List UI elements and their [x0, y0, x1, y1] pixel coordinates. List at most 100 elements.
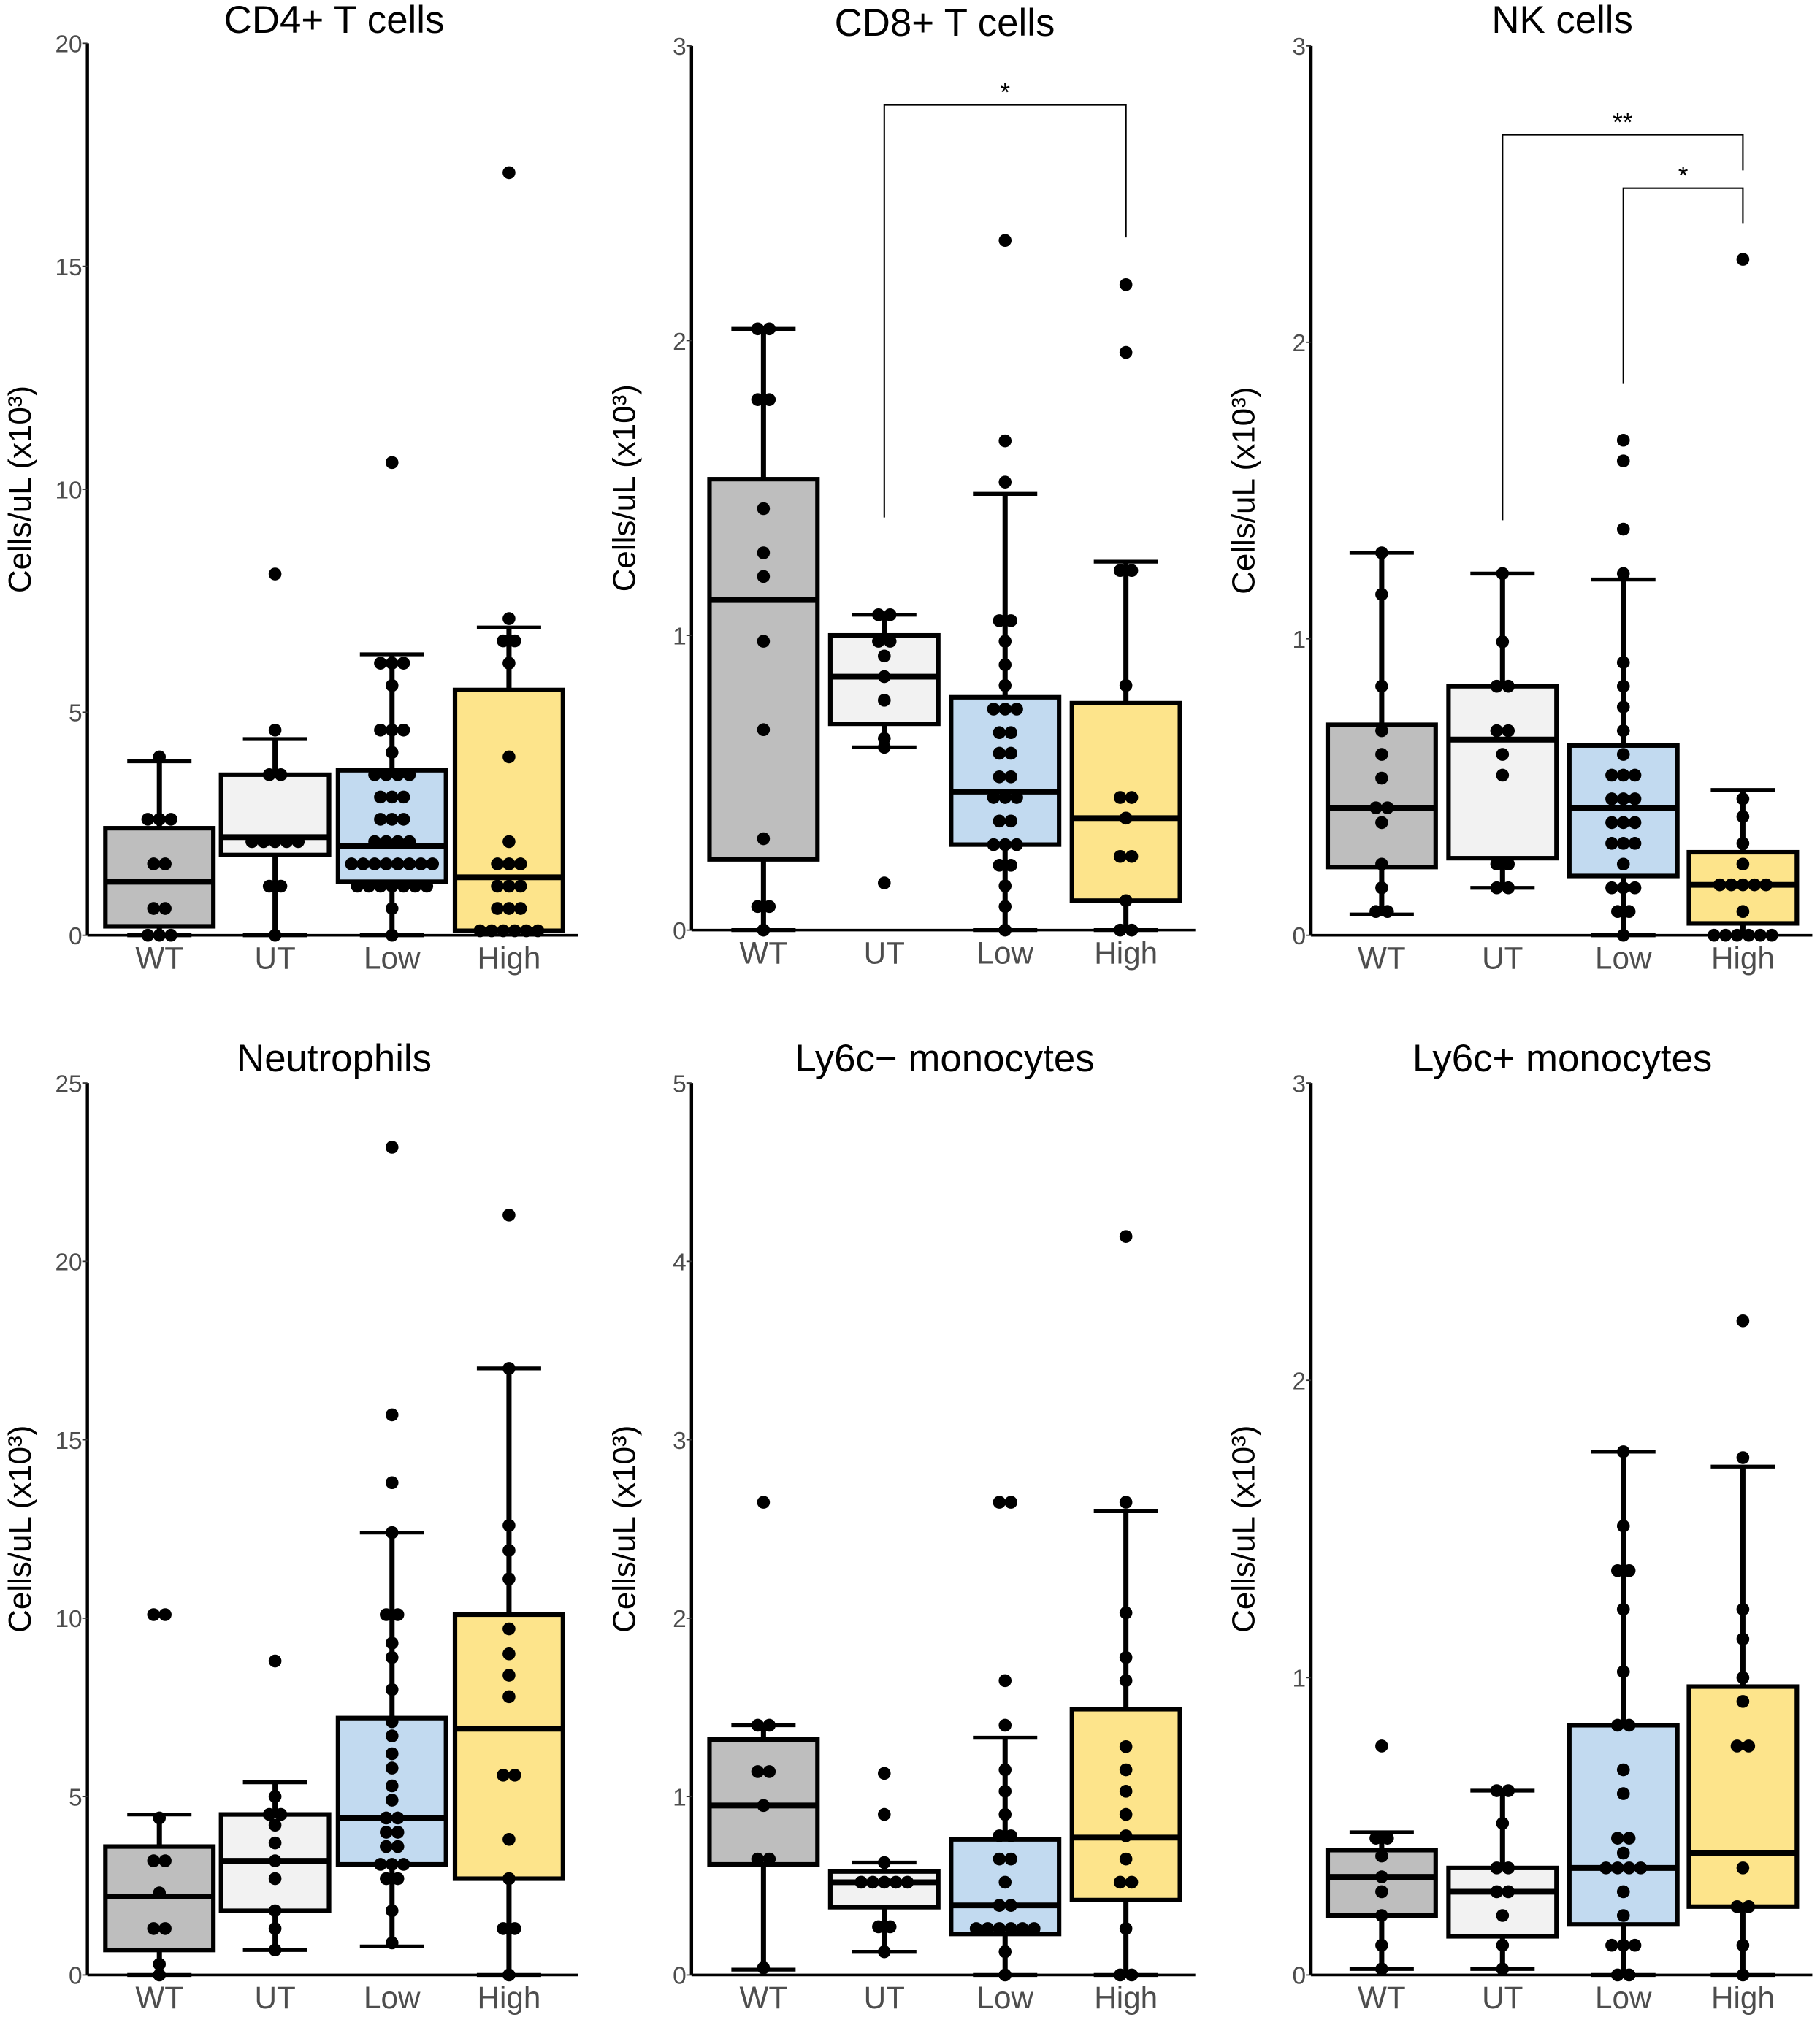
data-point: [1119, 1922, 1133, 1935]
data-point: [1375, 679, 1388, 693]
data-point: [883, 608, 897, 621]
data-point: [1375, 546, 1388, 559]
data-point: [757, 546, 771, 559]
data-point: [497, 924, 510, 938]
y-tick-label: 3: [1292, 34, 1306, 61]
data-point: [1502, 679, 1515, 693]
data-point: [1010, 703, 1023, 716]
y-tick-label: 15: [55, 1428, 82, 1455]
data-point: [502, 657, 516, 670]
box-UT: [1446, 567, 1559, 895]
data-point: [164, 813, 177, 826]
data-point: [993, 1922, 1006, 1935]
data-point: [356, 857, 370, 870]
data-point: [1611, 1718, 1624, 1732]
data-point: [385, 746, 399, 759]
data-point: [391, 1608, 405, 1621]
data-point: [1496, 768, 1510, 782]
box-High: [1069, 278, 1182, 937]
data-point: [1611, 1861, 1624, 1875]
data-point: [1496, 1962, 1510, 1976]
data-point: [878, 1767, 891, 1780]
significance-bracket: [1622, 187, 1744, 384]
data-point: [1616, 1909, 1630, 1922]
data-point: [158, 1854, 172, 1867]
data-point: [1622, 1564, 1636, 1577]
data-point: [397, 879, 410, 893]
data-point: [380, 835, 393, 849]
data-point: [397, 657, 410, 670]
data-point: [374, 813, 387, 826]
box-High: [452, 1209, 565, 1982]
data-point: [368, 857, 381, 870]
data-point: [1490, 724, 1504, 738]
data-point: [280, 835, 294, 849]
data-point: [402, 857, 416, 870]
data-point: [1611, 1968, 1624, 1982]
data-point: [1616, 1445, 1630, 1458]
y-tick-label: 2: [1292, 1369, 1306, 1396]
y-axis-label: Cells/uL (x10³): [2, 1425, 38, 1633]
data-point: [998, 635, 1012, 648]
data-point: [502, 1872, 516, 1886]
data-point: [1496, 1909, 1510, 1922]
panel-3: Neutrophils Cells/uL (x10³) 0 5 10 15 20 25 WT UT…: [2, 1037, 578, 2015]
data-point: [502, 1572, 516, 1585]
data-point: [268, 1790, 282, 1803]
data-point: [473, 924, 487, 938]
data-point: [998, 923, 1012, 937]
data-point: [153, 1957, 167, 1971]
data-point: [1004, 1899, 1017, 1912]
data-point: [1622, 1861, 1636, 1875]
data-point: [993, 814, 1006, 828]
data-point: [1125, 849, 1139, 863]
x-tick-label: WT: [1358, 1980, 1406, 2015]
box-iqr: [1446, 1865, 1559, 1939]
data-point: [751, 1718, 765, 1732]
x-tick-label: WT: [135, 1980, 183, 2015]
data-point: [1119, 1829, 1133, 1842]
data-point: [1113, 849, 1127, 863]
box-High: [1069, 1230, 1182, 1982]
data-point: [397, 790, 410, 804]
x-tick-label: Low: [977, 1980, 1034, 2015]
data-point: [1730, 1739, 1744, 1753]
data-point: [872, 635, 885, 648]
data-point: [502, 612, 516, 625]
data-point: [1736, 1938, 1750, 1952]
data-point: [1611, 905, 1624, 919]
y-tick-label: 3: [673, 1428, 687, 1455]
data-point: [385, 1141, 399, 1154]
data-point: [1375, 724, 1388, 738]
data-point: [854, 1875, 868, 1889]
data-point: [262, 879, 276, 893]
x-tick-label: UT: [254, 941, 295, 975]
data-point: [1119, 894, 1133, 908]
data-point: [1113, 791, 1127, 804]
y-tick-label: 20: [55, 1249, 82, 1277]
data-point: [1375, 1739, 1388, 1753]
data-point: [1616, 837, 1630, 850]
data-point: [502, 1968, 516, 1982]
x-tick-label: UT: [864, 1980, 905, 2015]
data-point: [757, 1961, 771, 1975]
data-point: [374, 723, 387, 737]
data-point: [385, 723, 399, 737]
data-point: [391, 1872, 405, 1886]
data-point: [1616, 748, 1630, 761]
box-Low: [335, 1141, 448, 1950]
data-point: [1742, 928, 1756, 942]
data-point: [1375, 881, 1388, 895]
data-point: [1748, 878, 1762, 892]
data-point: [1616, 433, 1630, 447]
x-tick-label: Low: [1595, 941, 1652, 975]
data-point: [426, 857, 440, 870]
data-point: [502, 1832, 516, 1846]
data-point: [268, 1854, 282, 1867]
data-point: [757, 502, 771, 516]
data-point: [1628, 881, 1642, 895]
data-point: [1369, 1832, 1383, 1845]
data-point: [385, 1715, 399, 1729]
data-point: [1616, 768, 1630, 782]
